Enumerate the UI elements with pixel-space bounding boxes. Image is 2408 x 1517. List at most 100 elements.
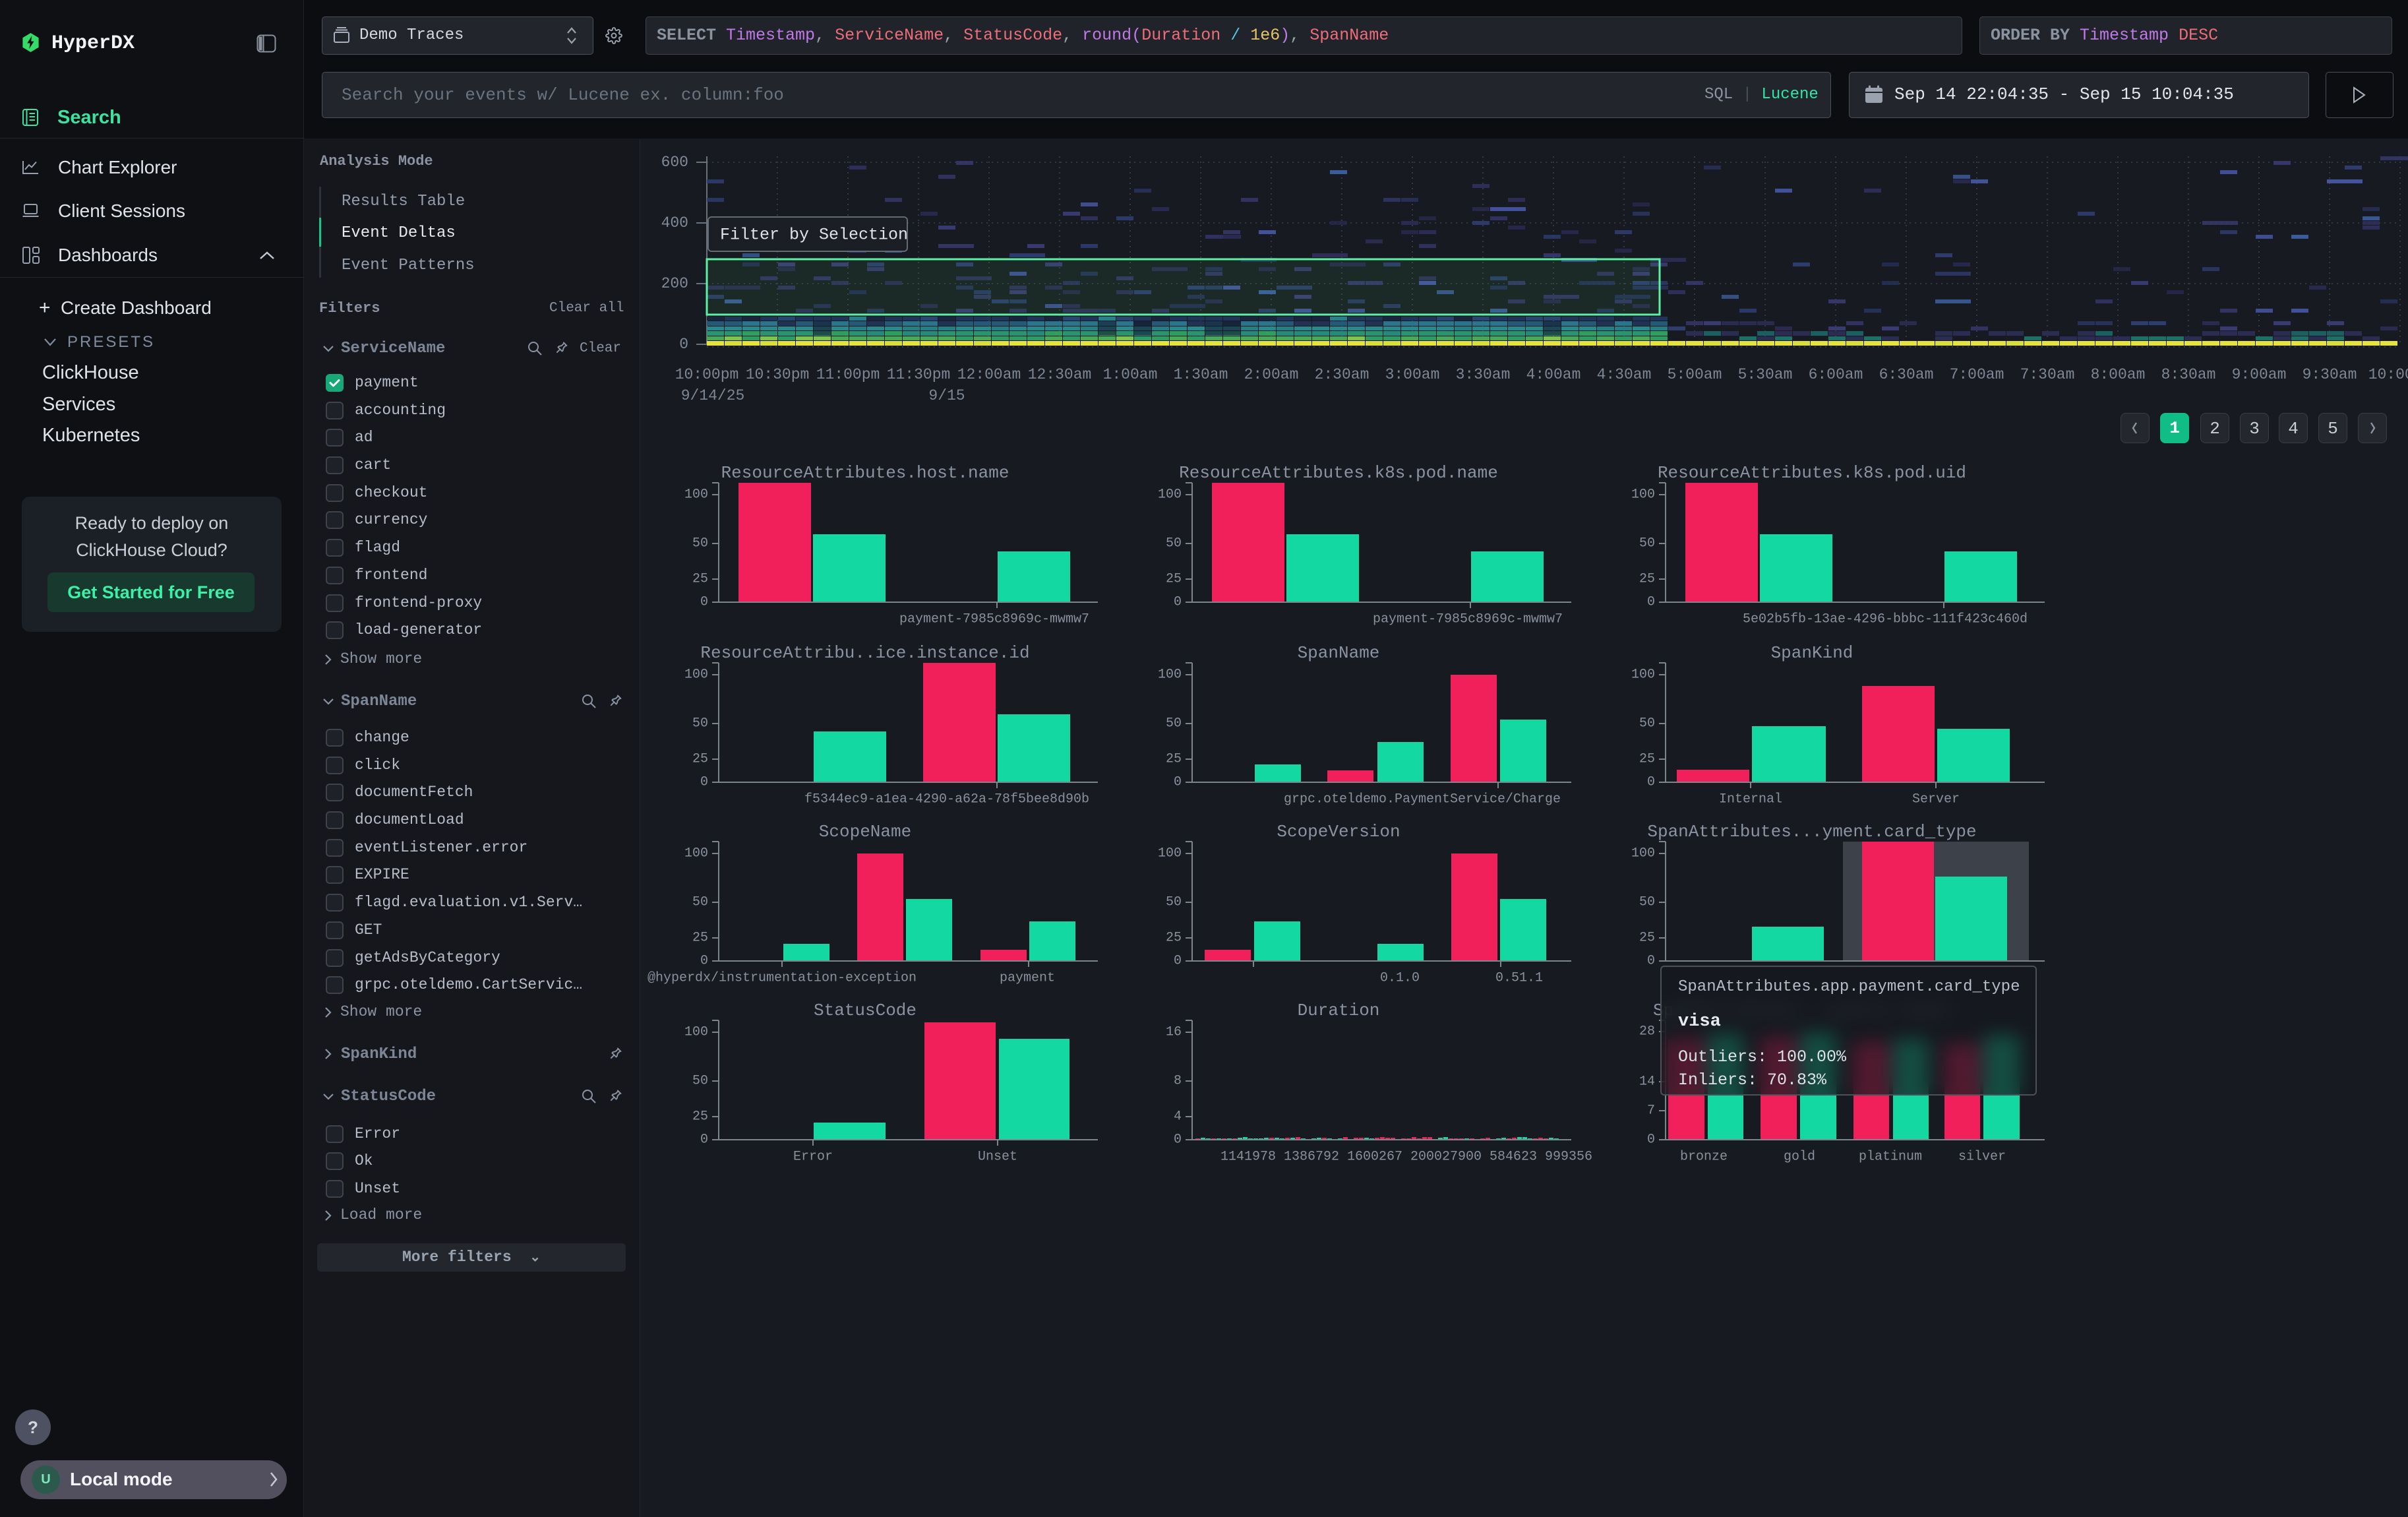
- svg-text:0: 0: [1647, 1132, 1655, 1148]
- svg-text:50: 50: [692, 895, 708, 910]
- svg-text:f5344ec9-a1ea-4290-a62a-78f5be: f5344ec9-a1ea-4290-a62a-78f5bee8d90b: [804, 792, 1089, 807]
- svg-text:12:00am: 12:00am: [957, 366, 1021, 383]
- svg-text:0: 0: [700, 1132, 708, 1148]
- svg-text:100: 100: [1158, 487, 1182, 503]
- svg-text:6:00am: 6:00am: [1809, 366, 1863, 383]
- svg-text:grpc.oteldemo.PaymentService/C: grpc.oteldemo.PaymentService/Charge: [1284, 792, 1561, 807]
- svg-text:Error: Error: [793, 1150, 833, 1165]
- svg-text:25: 25: [692, 752, 708, 767]
- svg-text:28: 28: [1639, 1024, 1655, 1039]
- svg-text:9:30am: 9:30am: [2303, 366, 2357, 383]
- svg-text:0: 0: [700, 595, 708, 610]
- svg-text:0: 0: [1174, 775, 1182, 790]
- svg-text:100: 100: [684, 487, 708, 503]
- svg-text:14: 14: [1639, 1074, 1655, 1090]
- svg-text:SpanName: SpanName: [1298, 643, 1380, 663]
- svg-text:0: 0: [679, 336, 688, 353]
- svg-text:5:00am: 5:00am: [1668, 366, 1722, 383]
- svg-text:3:30am: 3:30am: [1456, 366, 1511, 383]
- svg-text:50: 50: [692, 536, 708, 551]
- svg-text:4:30am: 4:30am: [1597, 366, 1652, 383]
- svg-text:50: 50: [692, 1074, 708, 1089]
- svg-text:SpanKind: SpanKind: [1771, 643, 1853, 663]
- svg-text:2:00am: 2:00am: [1244, 366, 1299, 383]
- svg-text:25: 25: [692, 572, 708, 587]
- svg-text:25: 25: [1166, 752, 1182, 767]
- svg-text:0: 0: [1174, 954, 1182, 969]
- svg-text:100: 100: [684, 1025, 708, 1040]
- svg-text:payment: payment: [1000, 971, 1055, 986]
- svg-text:50: 50: [1639, 716, 1655, 731]
- svg-text:1:00am: 1:00am: [1103, 366, 1158, 383]
- svg-text:7: 7: [1647, 1103, 1655, 1119]
- svg-text:8:00am: 8:00am: [2091, 366, 2146, 383]
- svg-text:25: 25: [1166, 931, 1182, 946]
- svg-text:@hyperdx/instrumentation-excep: @hyperdx/instrumentation-exception: [647, 971, 917, 986]
- svg-text:50: 50: [692, 716, 708, 731]
- svg-text:7:00am: 7:00am: [1950, 366, 2004, 383]
- svg-text:50: 50: [1639, 536, 1655, 551]
- svg-text:100: 100: [684, 667, 708, 683]
- svg-text:5e02b5fb-13ae-4296-bbbc-111f42: 5e02b5fb-13ae-4296-bbbc-111f423c460d: [1743, 612, 2028, 627]
- svg-text:Unset: Unset: [978, 1150, 1017, 1165]
- svg-text:9/15: 9/15: [928, 387, 965, 404]
- svg-text:25: 25: [692, 1109, 708, 1125]
- svg-text:50: 50: [1166, 536, 1182, 551]
- svg-text:ResourceAttributes.k8s.pod.uid: ResourceAttributes.k8s.pod.uid: [1658, 463, 1966, 483]
- svg-text:ScopeVersion: ScopeVersion: [1277, 822, 1400, 842]
- svg-text:11:00pm: 11:00pm: [816, 366, 880, 383]
- svg-text:9/14/25: 9/14/25: [681, 387, 745, 404]
- svg-text:6:30am: 6:30am: [1879, 366, 1934, 383]
- svg-text:platinum: platinum: [1859, 1150, 1922, 1165]
- svg-text:25: 25: [1166, 572, 1182, 587]
- svg-text:5:30am: 5:30am: [1738, 366, 1793, 383]
- svg-text:0: 0: [700, 775, 708, 790]
- svg-text:100: 100: [684, 846, 708, 861]
- svg-text:10:00am: 10:00am: [2368, 366, 2408, 383]
- svg-text:50: 50: [1166, 895, 1182, 910]
- svg-text:25: 25: [692, 931, 708, 946]
- svg-text:600: 600: [661, 154, 688, 171]
- svg-text:silver: silver: [1958, 1150, 2006, 1165]
- svg-text:1141978 1386792 1600267 200027: 1141978 1386792 1600267 200027900 584623…: [1220, 1150, 1592, 1165]
- svg-text:ScopeName: ScopeName: [819, 822, 911, 842]
- svg-text:Server: Server: [1912, 792, 1960, 807]
- svg-text:100: 100: [1631, 487, 1655, 503]
- svg-text:16: 16: [1166, 1025, 1182, 1040]
- svg-text:25: 25: [1639, 931, 1655, 946]
- svg-text:11:30pm: 11:30pm: [887, 366, 951, 383]
- svg-text:ResourceAttributes.host.name: ResourceAttributes.host.name: [721, 463, 1009, 483]
- svg-text:4:00am: 4:00am: [1526, 366, 1581, 383]
- svg-text:0: 0: [700, 954, 708, 969]
- svg-text:0: 0: [1174, 1132, 1182, 1148]
- svg-text:25: 25: [1639, 752, 1655, 767]
- svg-text:0.1.0: 0.1.0: [1380, 971, 1420, 986]
- svg-text:50: 50: [1166, 716, 1182, 731]
- svg-text:0: 0: [1647, 775, 1655, 790]
- svg-text:payment-7985c8969c-mwmw7: payment-7985c8969c-mwmw7: [1373, 612, 1563, 627]
- svg-text:Filter by Selection: Filter by Selection: [720, 226, 908, 245]
- svg-text:4: 4: [1174, 1109, 1182, 1125]
- svg-text:100: 100: [1158, 667, 1182, 683]
- svg-text:0: 0: [1174, 595, 1182, 610]
- svg-text:bronze: bronze: [1680, 1150, 1728, 1165]
- svg-text:1:30am: 1:30am: [1174, 366, 1228, 383]
- svg-text:9:00am: 9:00am: [2232, 366, 2287, 383]
- svg-text:10:30pm: 10:30pm: [746, 366, 810, 383]
- svg-text:10:00pm: 10:00pm: [675, 366, 739, 383]
- svg-text:100: 100: [1631, 667, 1655, 683]
- svg-text:8: 8: [1174, 1074, 1182, 1089]
- svg-text:12:30am: 12:30am: [1028, 366, 1092, 383]
- svg-text:ResourceAttributes.k8s.pod.nam: ResourceAttributes.k8s.pod.name: [1179, 463, 1498, 483]
- svg-text:0: 0: [1647, 595, 1655, 610]
- svg-text:ResourceAttribu..ice.instance.: ResourceAttribu..ice.instance.id: [700, 643, 1029, 663]
- svg-text:2:30am: 2:30am: [1315, 366, 1370, 383]
- svg-text:StatusCode: StatusCode: [814, 1001, 917, 1020]
- svg-text:gold: gold: [1784, 1150, 1815, 1165]
- svg-text:payment-7985c8969c-mwmw7: payment-7985c8969c-mwmw7: [899, 612, 1089, 627]
- svg-text:200: 200: [661, 275, 688, 292]
- svg-text:0: 0: [1647, 954, 1655, 969]
- svg-text:8:30am: 8:30am: [2161, 366, 2216, 383]
- svg-text:400: 400: [661, 214, 688, 232]
- svg-text:Internal: Internal: [1719, 792, 1782, 807]
